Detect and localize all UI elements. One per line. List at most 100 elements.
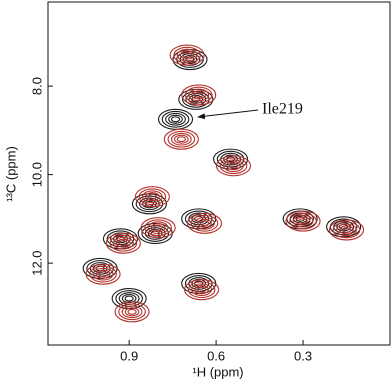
- contour: [292, 214, 314, 228]
- peak: [328, 219, 365, 241]
- peak: [134, 186, 170, 208]
- peak: [114, 301, 150, 323]
- contour: [135, 195, 164, 213]
- contour: [182, 52, 192, 59]
- contour: [216, 150, 245, 168]
- contour: [184, 279, 220, 301]
- contour: [131, 193, 167, 215]
- contour: [161, 110, 190, 128]
- peak: [105, 232, 141, 254]
- contour: [339, 225, 354, 235]
- contour: [141, 190, 163, 204]
- contour: [187, 281, 216, 299]
- contour: [170, 132, 192, 146]
- contour: [298, 218, 308, 225]
- contour: [179, 50, 195, 60]
- contour: [147, 193, 157, 200]
- contour: [121, 305, 143, 319]
- contour: [157, 108, 194, 130]
- contour: [181, 84, 217, 106]
- contour: [105, 232, 141, 254]
- peak: [169, 44, 205, 66]
- y-tick-label: 10.0: [29, 162, 44, 187]
- contour: [134, 186, 170, 208]
- contour: [226, 161, 241, 171]
- contour: [228, 162, 239, 169]
- contour: [147, 221, 169, 235]
- contour: [113, 234, 128, 244]
- contour: [186, 212, 223, 234]
- contour: [127, 308, 137, 315]
- contour: [328, 219, 365, 241]
- contour: [194, 285, 209, 295]
- contour: [188, 88, 210, 102]
- contour: [118, 240, 128, 247]
- contour: [182, 54, 198, 65]
- contour: [169, 44, 205, 66]
- contour: [138, 188, 167, 206]
- x-tick-label: 0.9: [120, 348, 138, 363]
- contour: [165, 112, 186, 126]
- y-tick-label: 12.0: [29, 250, 44, 275]
- contour: [190, 214, 219, 232]
- contour: [289, 212, 317, 230]
- contour: [163, 128, 199, 150]
- contour: [144, 219, 172, 237]
- contour: [92, 267, 114, 281]
- peak: [85, 263, 121, 285]
- contour: [112, 236, 134, 250]
- contour: [118, 303, 146, 321]
- contour: [89, 265, 117, 283]
- contour: [285, 210, 321, 232]
- contour: [326, 216, 362, 238]
- contour: [109, 234, 138, 252]
- peak: [213, 148, 249, 170]
- contour: [196, 286, 207, 293]
- contour: [144, 192, 160, 202]
- contour: [150, 223, 166, 233]
- annotation: Ile219: [262, 101, 303, 118]
- contour: [167, 130, 196, 148]
- contour: [85, 263, 121, 285]
- contour: [199, 220, 210, 227]
- contour: [215, 155, 252, 177]
- contour: [95, 269, 111, 279]
- contour: [176, 136, 186, 143]
- contour: [191, 90, 207, 100]
- peak: [184, 279, 220, 301]
- contour: [124, 295, 134, 302]
- contour: [223, 159, 244, 173]
- contour: [332, 221, 361, 239]
- contour: [341, 226, 352, 233]
- contour: [144, 227, 166, 240]
- annotation-arrow: [197, 109, 259, 120]
- contour: [213, 148, 249, 170]
- x-tick-label: 0.3: [294, 348, 312, 363]
- contour: [184, 86, 213, 104]
- contour: [116, 238, 131, 248]
- contour: [194, 216, 215, 230]
- contour: [223, 154, 238, 164]
- contour: [140, 217, 176, 239]
- contour: [121, 293, 137, 304]
- peak: [157, 108, 194, 130]
- contour: [336, 223, 357, 237]
- peak: [163, 128, 199, 150]
- contour: [168, 114, 183, 124]
- peak: [181, 84, 217, 106]
- contour: [170, 116, 181, 123]
- peak: [140, 217, 176, 239]
- contour: [295, 216, 311, 226]
- contour: [89, 262, 111, 275]
- y-tick-label: 8.0: [29, 77, 44, 95]
- contour: [173, 134, 189, 144]
- contour: [176, 48, 198, 62]
- contour: [114, 301, 150, 323]
- contour: [153, 224, 163, 231]
- peak: [215, 155, 252, 177]
- contour: [191, 283, 213, 297]
- y-axis-label: ¹³C (ppm): [3, 146, 18, 202]
- contour: [219, 157, 248, 175]
- contour: [197, 218, 212, 228]
